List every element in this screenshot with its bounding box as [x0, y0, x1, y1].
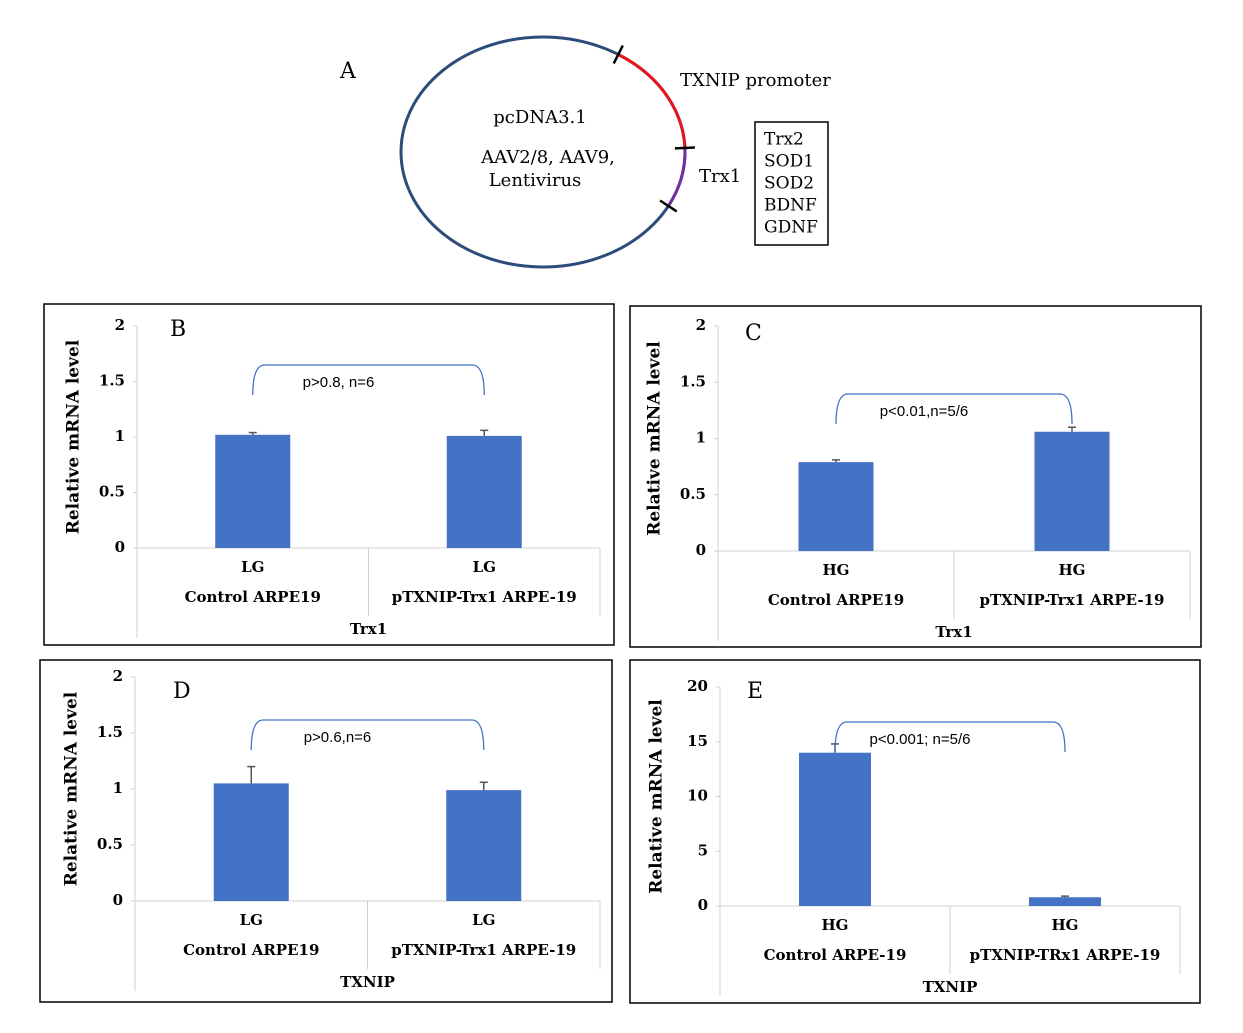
annotation: p>0.6,n=6: [304, 729, 372, 746]
y-tick-label: 1.5: [680, 372, 706, 390]
panel-label: D: [173, 679, 191, 704]
gene-arc: [667, 147, 687, 207]
y-tick-label: 2: [115, 316, 125, 334]
group-label: Control ARPE19: [768, 591, 904, 609]
group-label: pTXNIP-Trx1 ARPE-19: [980, 591, 1165, 609]
y-tick-label: 0.5: [680, 485, 706, 503]
annotation: p>0.8, n=6: [303, 374, 375, 391]
bar: [213, 783, 289, 901]
bar: [446, 790, 522, 901]
plasmid-label: Lentivirus: [489, 170, 582, 191]
group-label: pTXNIP-TRx1 ARPE-19: [970, 946, 1161, 964]
y-tick-label: 1.5: [97, 723, 123, 741]
x-axis-label: Trx1: [935, 623, 972, 641]
site-tick: [674, 146, 695, 150]
y-tick-label: 2: [113, 667, 123, 685]
gene-name: Trx2: [764, 130, 804, 150]
promoter-arc: [617, 53, 687, 149]
x-axis-label: TXNIP: [340, 973, 395, 991]
y-axis-label: Relative mRNA level: [645, 341, 665, 536]
significance-bracket: [834, 721, 1066, 753]
y-tick-label: 0: [115, 538, 125, 556]
y-tick-label: 0.5: [99, 483, 125, 501]
y-tick-label: 10: [687, 787, 708, 805]
gene-box: [754, 121, 829, 246]
x-tick-label: HG: [822, 916, 849, 934]
gene-name: GDNF: [764, 218, 818, 238]
y-tick-label: 1: [113, 779, 123, 797]
y-tick-label: 15: [687, 732, 708, 750]
y-tick-label: 0: [698, 896, 708, 914]
y-tick-label: 0: [696, 541, 706, 559]
panel-label: B: [170, 317, 186, 342]
gene-label: Trx1: [699, 166, 741, 187]
promoter-label: TXNIP promoter: [680, 70, 831, 91]
y-tick-label: 1: [115, 427, 125, 445]
gene-name: SOD2: [764, 174, 814, 194]
y-tick-label: 5: [698, 841, 708, 859]
panel-label: E: [747, 679, 763, 704]
panel-frame: [39, 659, 613, 1003]
y-tick-label: 2: [696, 316, 706, 334]
significance-bracket: [252, 364, 485, 396]
bar: [1029, 897, 1101, 906]
significance-bracket: [835, 393, 1073, 425]
group-label: Control ARPE19: [183, 941, 319, 959]
x-tick-label: HG: [1059, 561, 1086, 579]
y-tick-label: 1.5: [99, 372, 125, 390]
group-label: Control ARPE19: [185, 588, 321, 606]
bar: [798, 462, 874, 551]
x-axis-label: Trx1: [350, 620, 387, 638]
annotation: p<0.001; n=5/6: [870, 731, 971, 748]
group-label: pTXNIP-Trx1 ARPE-19: [391, 941, 576, 959]
y-axis-label: Relative mRNA level: [62, 691, 82, 886]
panel-label: C: [745, 321, 762, 346]
panel-frame: [629, 659, 1201, 1004]
group-label: Control ARPE-19: [764, 946, 907, 964]
significance-bracket: [250, 719, 485, 751]
bar: [799, 752, 871, 906]
plasmid-label: AAV2/8, AAV9,: [480, 147, 615, 168]
bar: [446, 435, 522, 548]
gene-name: BDNF: [764, 196, 817, 216]
panel-label: A: [339, 59, 357, 84]
y-axis-label: Relative mRNA level: [64, 339, 84, 534]
panel-frame: [629, 305, 1202, 648]
annotation: p<0.01,n=5/6: [880, 403, 968, 420]
x-tick-label: HG: [1052, 916, 1079, 934]
x-tick-label: LG: [240, 911, 263, 929]
plasmid-label: pcDNA3.1: [493, 107, 586, 128]
y-tick-label: 0.5: [97, 835, 123, 853]
y-tick-label: 0: [113, 891, 123, 909]
bar: [215, 434, 291, 548]
site-tick: [612, 44, 624, 64]
y-tick-label: 20: [687, 677, 708, 695]
x-tick-label: HG: [823, 561, 850, 579]
site-tick: [659, 199, 678, 213]
panel-frame: [43, 303, 615, 646]
gene-name: SOD1: [764, 152, 814, 172]
group-label: pTXNIP-Trx1 ARPE-19: [392, 588, 577, 606]
x-tick-label: LG: [473, 558, 496, 576]
bar: [1034, 431, 1110, 551]
y-axis-label: Relative mRNA level: [647, 699, 667, 894]
x-tick-label: LG: [241, 558, 264, 576]
x-tick-label: LG: [472, 911, 495, 929]
y-tick-label: 1: [696, 429, 706, 447]
x-axis-label: TXNIP: [923, 978, 978, 996]
